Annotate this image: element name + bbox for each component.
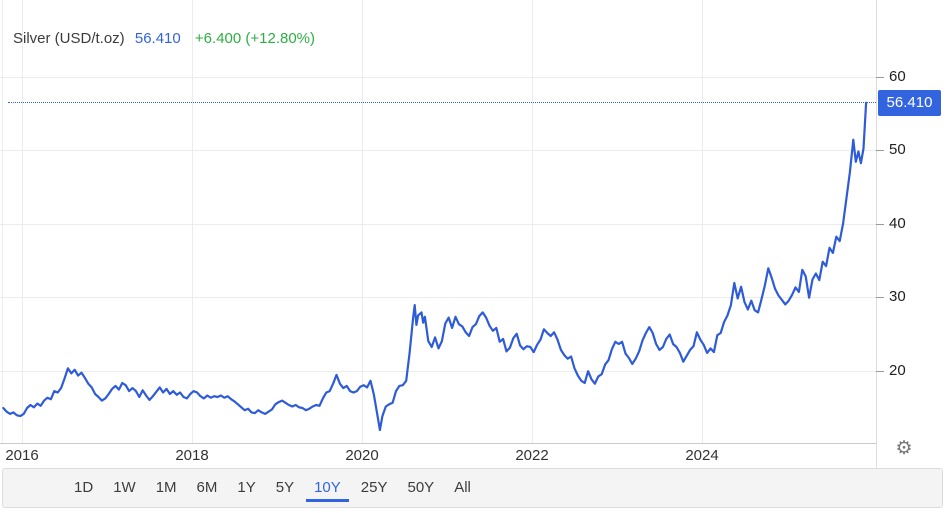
range-button-all[interactable]: All	[454, 479, 471, 496]
y-axis-tick-label: 50	[889, 141, 906, 158]
vertical-gridline	[192, 0, 193, 443]
range-button-1w[interactable]: 1W	[113, 479, 136, 496]
y-axis-tick	[876, 297, 884, 298]
x-axis-tick-label: 2020	[345, 447, 379, 464]
range-button-50y[interactable]: 50Y	[407, 479, 435, 496]
range-button-5y[interactable]: 5Y	[275, 479, 295, 496]
horizontal-gridline	[0, 76, 876, 78]
current-price-value: 56.410	[134, 30, 181, 47]
vertical-gridline	[362, 0, 363, 443]
vertical-gridline	[22, 0, 23, 443]
y-axis-tick-label: 40	[889, 214, 906, 232]
y-axis-tick-label: 30	[889, 288, 906, 305]
vertical-gridline	[532, 0, 533, 443]
chart-header: Silver (USD/t.oz) 56.410 +6.400 (+12.80%…	[13, 30, 315, 47]
silver-price-series-line	[2, 101, 868, 432]
range-button-25y[interactable]: 25Y	[360, 479, 388, 496]
range-button-1y[interactable]: 1Y	[237, 479, 256, 496]
x-axis-tick-label: 2022	[515, 447, 549, 464]
range-button-10y[interactable]: 10Y	[306, 473, 349, 502]
y-axis-tick	[876, 150, 884, 151]
plot-left-border	[2, 0, 3, 443]
range-toolbar: 1D 1W 1M 6M 1Y 5Y 10Y 25Y 50Y All	[2, 468, 943, 508]
y-axis-border	[876, 0, 877, 468]
instrument-title: Silver (USD/t.oz)	[13, 30, 125, 47]
range-button-1m[interactable]: 1M	[155, 479, 177, 496]
horizontal-gridline	[0, 223, 876, 225]
range-button-1d[interactable]: 1D	[74, 479, 94, 496]
x-axis-tick-label: 2018	[175, 447, 209, 464]
plot-area[interactable]: Silver (USD/t.oz) 56.410 +6.400 (+12.80%…	[0, 0, 876, 444]
y-axis-tick-label: 20	[889, 361, 906, 379]
current-price-dotted-line	[8, 101, 876, 103]
x-axis-tick-label: 2016	[5, 447, 39, 464]
horizontal-gridline	[0, 150, 876, 151]
horizontal-gridline	[0, 370, 876, 372]
settings-gear-icon[interactable]: ⚙	[895, 438, 913, 459]
x-axis-tick-label: 2024	[685, 447, 719, 464]
y-axis-tick	[876, 223, 884, 225]
price-change-value: +6.400 (+12.80%)	[194, 30, 316, 47]
x-axis: 2016 2018 2020 2022 2024	[0, 444, 876, 468]
range-button-6m[interactable]: 6M	[196, 479, 218, 496]
current-price-axis-flag: 56.410	[878, 89, 941, 116]
y-axis-tick	[876, 76, 884, 78]
price-line-chart	[2, 101, 868, 432]
horizontal-gridline	[0, 297, 876, 298]
y-axis-tick	[876, 370, 884, 372]
vertical-gridline	[702, 0, 703, 443]
y-axis-tick-label: 60	[889, 67, 906, 85]
